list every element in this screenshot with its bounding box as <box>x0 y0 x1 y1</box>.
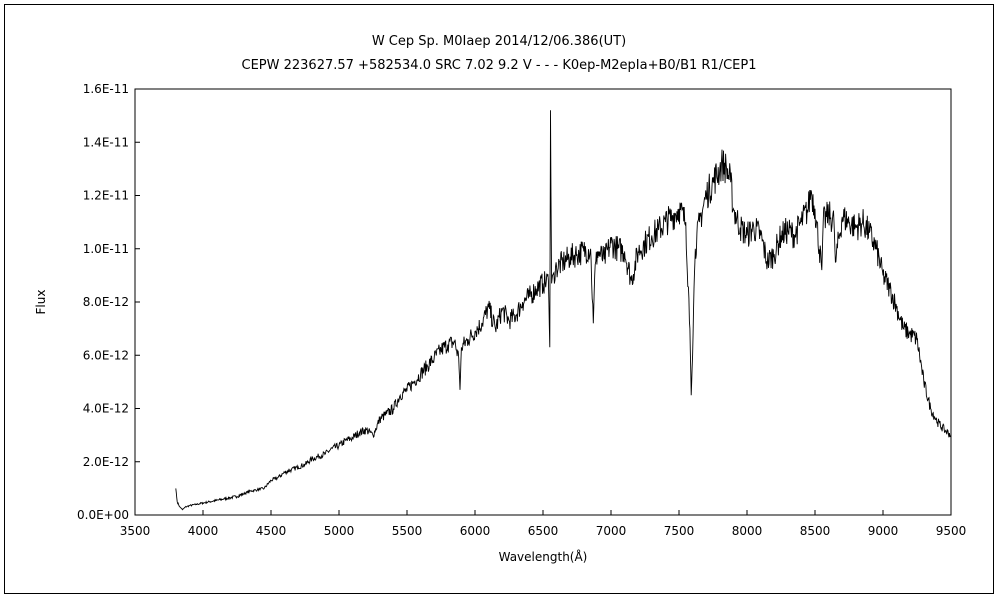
x-tick-label: 5500 <box>392 524 423 538</box>
chart-title: W Cep Sp. M0Iaep 2014/12/06.386(UT) <box>372 34 626 49</box>
x-axis: 3500 4000 4500 5000 5500 6000 6500 7000 7500 8000… <box>120 510 967 538</box>
y-tick-label: 1.4E-11 <box>83 135 129 149</box>
spectrum-line <box>175 110 952 511</box>
y-tick-label: 1.2E-11 <box>83 189 129 203</box>
x-tick-label: 6000 <box>460 524 491 538</box>
y-tick-label: 4.0E-12 <box>83 402 129 416</box>
y-tick-label: 8.0E-12 <box>83 295 129 309</box>
y-axis: 0.0E+00 2.0E-12 4.0E-12 6.0E-12 8.0E-12 1.0E-… <box>77 82 140 522</box>
x-tick-label: 4500 <box>256 524 287 538</box>
y-tick-label: 1.0E-11 <box>83 242 129 256</box>
plot-area <box>134 88 952 516</box>
x-tick-label: 3500 <box>120 524 151 538</box>
x-tick-label: 8500 <box>800 524 831 538</box>
x-tick-label: 7500 <box>664 524 695 538</box>
y-axis-label: Flux <box>34 290 48 315</box>
y-tick-label: 6.0E-12 <box>83 348 129 362</box>
y-tick-label: 1.6E-11 <box>83 82 129 96</box>
x-axis-label: Wavelength(Å) <box>499 549 588 564</box>
x-tick-label: 8000 <box>732 524 763 538</box>
x-tick-label: 7000 <box>596 524 627 538</box>
x-tick-label: 4000 <box>188 524 219 538</box>
x-tick-label: 5000 <box>324 524 355 538</box>
chart-frame: W Cep Sp. M0Iaep 2014/12/06.386(UT) CEPW… <box>4 4 994 594</box>
x-tick-label: 9000 <box>868 524 899 538</box>
x-tick-label: 6500 <box>528 524 559 538</box>
x-tick-label: 9500 <box>936 524 967 538</box>
spectrum-chart: W Cep Sp. M0Iaep 2014/12/06.386(UT) CEPW… <box>34 34 967 564</box>
chart-subtitle: CEPW 223627.57 +582534.0 SRC 7.02 9.2 V … <box>242 58 757 73</box>
y-tick-label: 2.0E-12 <box>83 455 129 469</box>
y-tick-label: 0.0E+00 <box>77 508 129 522</box>
